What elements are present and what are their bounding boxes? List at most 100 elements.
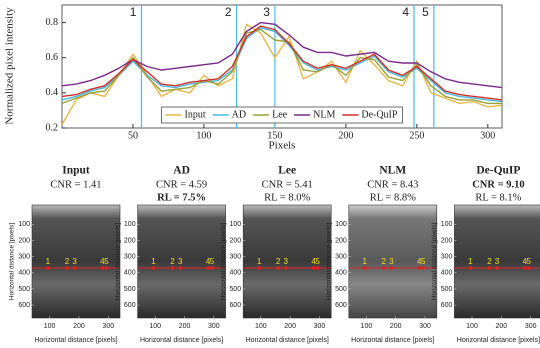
panel-y-label: Horizontal distance [pixels] <box>431 223 438 301</box>
panel-y-tick-label: 600 <box>18 302 30 309</box>
panel-y-tick-label: 300 <box>124 254 136 261</box>
profile-point-label: 1 <box>151 257 156 266</box>
profile-point <box>257 266 261 270</box>
x-tick-label: 200 <box>338 130 353 141</box>
x-tick-label: 250 <box>409 130 424 141</box>
panel-y-tick-label: 200 <box>230 237 242 244</box>
series-line <box>61 27 503 103</box>
panel-x-tick-label: 200 <box>284 323 296 330</box>
panel-x-tick-label: 100 <box>149 323 161 330</box>
panel-x-tick-label: 300 <box>102 323 114 330</box>
profile-point-label: 4 <box>206 257 211 266</box>
series-line <box>61 23 503 125</box>
x-tick-label: 100 <box>196 130 211 141</box>
profile-point <box>421 266 425 270</box>
panel-y-tick-label: 300 <box>335 254 347 261</box>
profile-point-label: 4 <box>417 257 422 266</box>
panel-y-label: Horizontal distance [pixels] <box>326 223 333 301</box>
panel-y-tick-label: 200 <box>441 237 453 244</box>
profile-point-label: 3 <box>72 257 77 266</box>
profile-point <box>100 266 105 270</box>
panel-metric: CNR = 9.10 <box>472 179 524 190</box>
panel-x-label: Horizontal distance [pixels] <box>457 337 540 344</box>
legend-box <box>161 106 403 124</box>
panel-title: Lee <box>278 165 296 177</box>
panel-x-tick-label: 100 <box>361 323 373 330</box>
panel-metric: RL = 7.5% <box>157 192 206 203</box>
profile-point-label: 5 <box>421 257 426 266</box>
ultrasound-image <box>137 204 226 319</box>
panel-title: Input <box>62 165 90 177</box>
profile-point <box>72 266 77 270</box>
profile-point-label: 5 <box>315 257 320 266</box>
series-line <box>61 25 503 101</box>
panel-x-tick-label: 200 <box>179 323 191 330</box>
panel-x-tick-label: 300 <box>208 323 220 330</box>
panel-y-tick-label: 500 <box>230 286 242 293</box>
y-tick-label: 0.8 <box>46 17 59 28</box>
panel-y-tick-label: 200 <box>18 237 30 244</box>
profile-point-label: 5 <box>527 257 532 266</box>
profile-point-label: 3 <box>495 257 500 266</box>
x-tick-label: 50 <box>128 130 138 141</box>
profile-point-label: 2 <box>170 257 175 266</box>
panel-title: AD <box>173 165 190 177</box>
panel-y-tick-label: 500 <box>335 286 347 293</box>
profile-point <box>104 266 109 270</box>
panel-y-tick-label: 200 <box>124 237 136 244</box>
profile-point-label: 2 <box>65 257 70 266</box>
panel-y-tick-label: 600 <box>230 302 242 309</box>
profile-point <box>151 266 156 270</box>
panel-y-tick-label: 400 <box>18 270 30 277</box>
profile-point-label: 2 <box>381 257 386 266</box>
panel-y-tick-label: 400 <box>124 270 136 277</box>
ultrasound-image <box>242 204 332 319</box>
panel-metric: RL = 8.1% <box>475 192 521 203</box>
panel-y-tick-label: 100 <box>124 221 136 228</box>
profile-point-label: 5 <box>104 257 109 266</box>
panel-y-tick-label: 300 <box>230 254 242 261</box>
profile-point-label: 4 <box>523 257 528 266</box>
panel-y-tick-label: 500 <box>441 286 453 293</box>
y-tick-label: 0.4 <box>46 87 59 98</box>
marker-label: 5 <box>422 5 429 19</box>
profile-point <box>487 266 492 270</box>
x-tick-label: 300 <box>480 130 495 141</box>
panel-title: NLM <box>379 165 406 177</box>
profile-point <box>311 266 316 270</box>
panel-y-tick-label: 100 <box>441 221 453 228</box>
legend-label: De-QuIP <box>361 109 398 120</box>
profile-point <box>65 266 69 270</box>
panel-x-tick-label: 100 <box>255 323 267 330</box>
panel-x-label: Horizontal distance [pixels] <box>34 337 117 344</box>
ultrasound-image <box>31 204 121 319</box>
profile-point <box>276 266 280 270</box>
profile-point <box>362 266 367 270</box>
panel-title: De-QuIP <box>476 165 520 177</box>
profile-point-label: 3 <box>389 257 394 266</box>
profile-point <box>46 266 50 270</box>
marker-label: 4 <box>402 5 409 19</box>
x-axis-label: Pixels <box>269 140 296 152</box>
marker-label: 1 <box>130 5 137 19</box>
profile-point-label: 1 <box>468 257 473 266</box>
panel-y-label: Horizontal distance [pixels] <box>9 223 16 301</box>
profile-point <box>283 266 288 270</box>
profile-point-label: 1 <box>362 257 367 266</box>
panel-y-label: Horizontal distance [pixels] <box>114 223 121 301</box>
panel-x-label: Horizontal distance [pixels] <box>351 337 434 344</box>
marker-label: 3 <box>263 5 270 19</box>
panel-x-tick-label: 300 <box>419 323 431 330</box>
panel-metric: CNR = 5.41 <box>262 179 313 190</box>
panel-y-tick-label: 400 <box>441 270 453 277</box>
legend-label: Input <box>185 109 206 120</box>
y-axis-label: Normalized pixel intensity <box>4 7 16 125</box>
ultrasound-image <box>348 204 438 319</box>
panel-x-tick-label: 200 <box>73 323 85 330</box>
profile-point <box>206 266 210 270</box>
profile-point <box>178 266 182 270</box>
panel-y-label: Horizontal distance [pixels] <box>220 223 227 301</box>
y-tick-label: 0.6 <box>46 52 59 63</box>
legend-label: Lee <box>272 109 288 120</box>
